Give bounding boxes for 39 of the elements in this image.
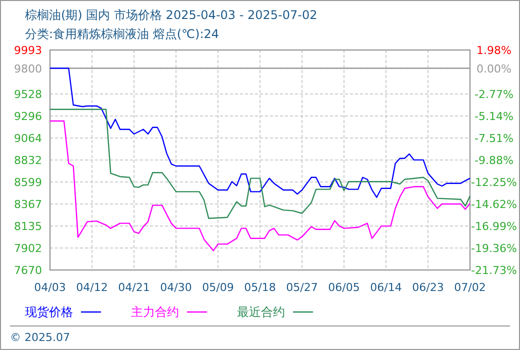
y2-tick-label: -9.88% xyxy=(474,154,514,168)
x-tick-label: 04/12 xyxy=(76,281,108,294)
y2-tick-label: -12.25% xyxy=(471,176,517,190)
x-tick-label: 06/05 xyxy=(328,281,360,294)
y2-tick-label: 0.00% xyxy=(476,62,512,76)
y-tick-label: 7902 xyxy=(14,242,42,256)
x-tick-label: 06/14 xyxy=(370,281,402,294)
y-tick-label: 9064 xyxy=(14,132,42,145)
legend-label: 主力合约 xyxy=(131,305,179,319)
chart-subtitle: 分类:食用精炼棕榈液油 熔点(℃):24 xyxy=(25,27,220,41)
chart-title: 棕榈油(期) 国内 市场价格 2025-04-03 - 2025-07-02 xyxy=(25,8,318,22)
text: © 2025.07 xyxy=(10,331,70,344)
x-tick-label: 05/27 xyxy=(286,281,318,294)
y-tick-label: 7670 xyxy=(14,264,42,277)
y-tick-label: 9800 xyxy=(14,62,42,76)
y2-tick-label: -14.62% xyxy=(471,198,517,212)
y2-tick-label: -5.14% xyxy=(474,110,514,124)
legend-label: 最近合约 xyxy=(237,305,285,319)
x-tick-label: 07/02 xyxy=(454,281,486,294)
y-tick-label: 9993 xyxy=(14,44,42,57)
y-tick-label: 9528 xyxy=(14,88,42,102)
y2-tick-label: -16.99% xyxy=(471,220,517,234)
x-tick-label: 04/30 xyxy=(160,281,192,294)
x-tick-label: 04/03 xyxy=(34,281,66,294)
y2-tick-label: -21.73% xyxy=(471,264,517,277)
y-tick-label: 8367 xyxy=(14,198,42,211)
y2-tick-label: -19.36% xyxy=(471,242,517,256)
x-tick-label: 05/09 xyxy=(202,281,234,294)
x-tick-label: 06/23 xyxy=(412,281,444,294)
x-tick-label: 05/18 xyxy=(244,281,276,294)
y2-tick-label: 1.98% xyxy=(476,44,512,57)
y2-tick-label: -2.77% xyxy=(474,88,514,102)
x-tick-label: 04/21 xyxy=(118,281,150,294)
y-tick-label: 9296 xyxy=(14,110,42,124)
y-tick-label: 8832 xyxy=(14,154,42,167)
y-tick-label: 8135 xyxy=(14,220,42,233)
y-tick-label: 8599 xyxy=(14,176,42,190)
legend-label: 现货价格 xyxy=(25,305,73,319)
y2-tick-label: -7.51% xyxy=(474,132,514,146)
